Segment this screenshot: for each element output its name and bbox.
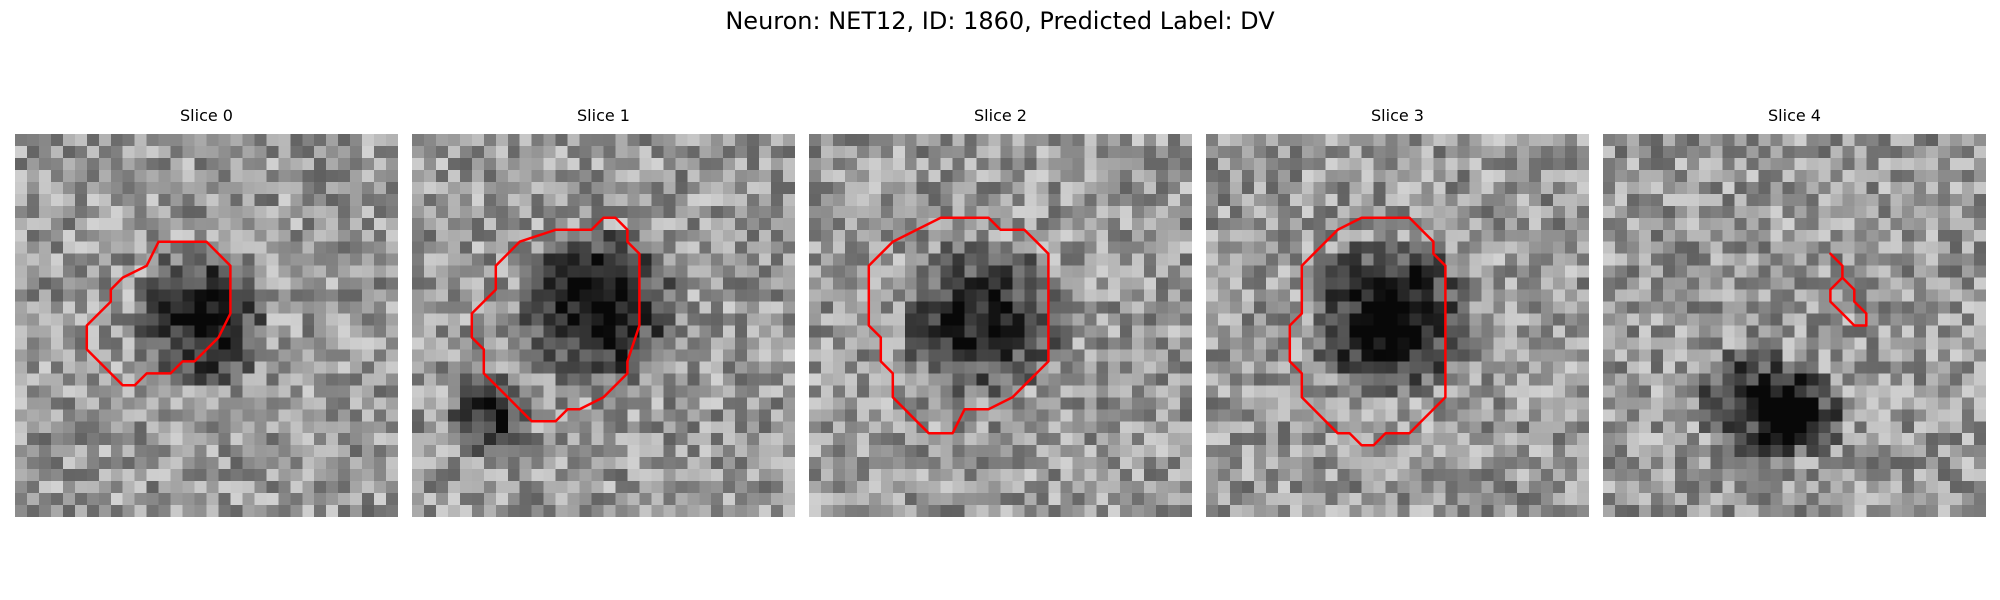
microscopy-image (809, 134, 1192, 517)
microscopy-image (1206, 134, 1589, 517)
microscopy-image (15, 134, 398, 517)
slice-panel: Slice 4 (1603, 106, 1986, 517)
cell-contour (867, 216, 1050, 435)
microscopy-image (412, 134, 795, 517)
slice-title: Slice 4 (1768, 106, 1821, 125)
contour-outline (867, 216, 1050, 435)
slice-panel: Slice 3 (1206, 106, 1589, 517)
slice-panel: Slice 2 (809, 106, 1192, 517)
microscopy-image (1603, 134, 1986, 517)
cell-contour (1288, 216, 1447, 447)
cell-contour (470, 216, 641, 423)
figure-title: Neuron: NET12, ID: 1860, Predicted Label… (725, 7, 1275, 35)
slice-title: Slice 1 (577, 106, 630, 125)
contour-outline (1288, 216, 1447, 447)
cell-contour (85, 240, 232, 387)
slice-title: Slice 0 (180, 106, 233, 125)
slice-panel: Slice 0 (15, 106, 398, 517)
contour-outline (85, 240, 232, 387)
contour-outline (470, 216, 641, 423)
cell-contour (1829, 252, 1868, 327)
contour-outline (1829, 252, 1868, 327)
slice-title: Slice 2 (974, 106, 1027, 125)
slice-panel: Slice 1 (412, 106, 795, 517)
slice-title: Slice 3 (1371, 106, 1424, 125)
